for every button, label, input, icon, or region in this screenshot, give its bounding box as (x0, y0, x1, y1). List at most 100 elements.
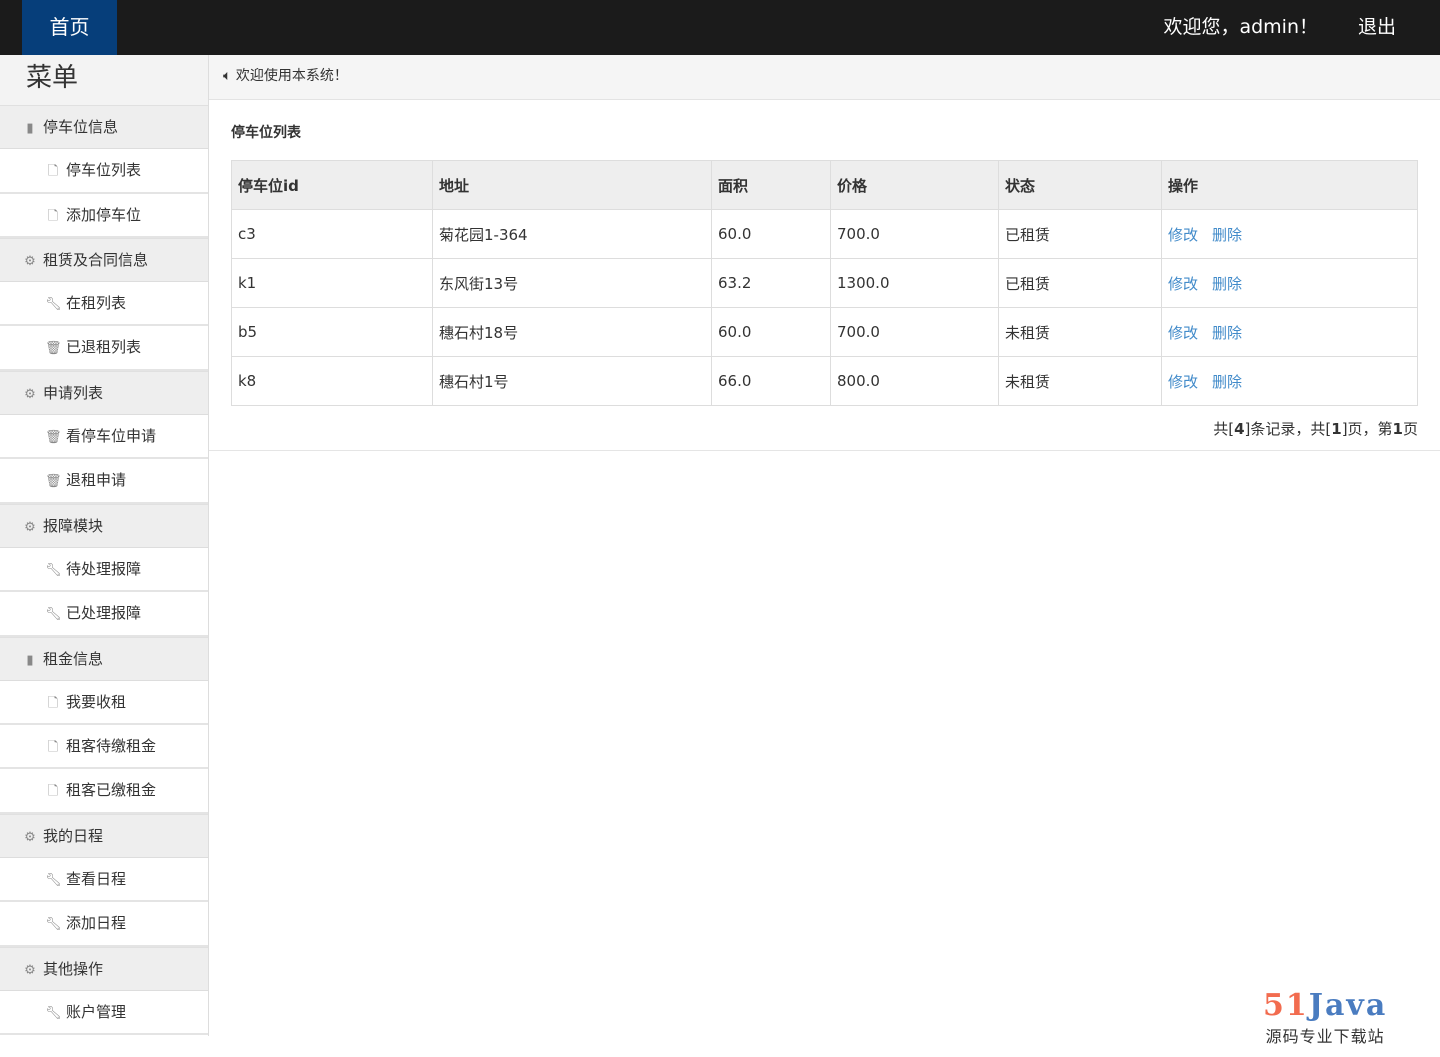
sidebar-group[interactable]: ⚙ 租赁及合同信息 (0, 237, 208, 283)
table-cell: 已租赁 (998, 209, 1162, 259)
sidebar-item[interactable]: 🔧︎ 已处理报障 (0, 592, 208, 637)
wrench-icon: 🔧︎ (45, 873, 62, 889)
sidebar-menu: 菜单 ▮ 停车位信息 🗋 停车位列表 🗋 添加停车位 ⚙ 租赁及合同信息 🔧︎ 在租列表 🗑︎ 已退租… (0, 55, 209, 1036)
top-navbar: 首页 欢迎您，admin！ 退出 (0, 0, 1440, 55)
total-pages: 1 (1331, 420, 1342, 438)
sidebar-group[interactable]: ⚙ 申请列表 (0, 370, 208, 416)
table-cell: 穗石村1号 (432, 356, 712, 406)
delete-link[interactable]: 删除 (1212, 323, 1243, 342)
gear-icon: ⚙ (24, 386, 36, 402)
table-cell: c3 (231, 209, 433, 259)
pager-text: ]页，第 (1341, 420, 1393, 438)
main-content: 停车位列表 停车位id 地址 面积 价格 状态 操作 c3 菊花园1-364 60.0 700.… (209, 100, 1440, 451)
sidebar-item[interactable]: 🔧︎ 待处理报障 (0, 547, 208, 593)
table-cell: k8 (231, 356, 433, 406)
sidebar-item-label: 退租申请 (66, 471, 127, 490)
speaker-icon: 🔈︎ (223, 68, 232, 84)
pager-text: 共[ (1213, 420, 1235, 438)
book-icon: ▮ (26, 121, 34, 136)
sidebar-item[interactable]: 🔧︎ 查看日程 (0, 858, 208, 903)
actions-cell: 修改 删除 (1161, 258, 1418, 308)
wrench-icon: 🔧︎ (45, 607, 62, 623)
sidebar-item-label: 我要收租 (66, 692, 127, 711)
sidebar-group[interactable]: ⚙ 其他操作 (0, 946, 208, 991)
home-nav-button[interactable]: 首页 (22, 0, 117, 55)
sidebar-item[interactable]: 🗑︎ 看停车位申请 (0, 415, 208, 460)
column-header: 停车位id (231, 160, 433, 210)
delete-link[interactable]: 删除 (1212, 225, 1243, 244)
gear-icon: ⚙ (24, 253, 36, 269)
notice-bar: 🔈︎ 欢迎使用本系统！ (209, 55, 1440, 100)
pager-text: ]条记录，共[ (1244, 420, 1332, 438)
pager-text: 页 (1402, 420, 1418, 438)
sidebar-item[interactable]: 🗋 租客待缴租金 (0, 725, 208, 770)
table-cell: 1300.0 (830, 258, 999, 308)
sidebar-item-label: 在租列表 (66, 294, 127, 313)
sidebar-item-label: 添加停车位 (66, 205, 142, 224)
trash-icon: 🗑︎ (45, 430, 62, 446)
column-header: 地址 (432, 160, 712, 210)
gear-icon: ⚙ (24, 962, 36, 978)
logout-link[interactable]: 退出 (1357, 16, 1396, 38)
sidebar-item[interactable]: 🗋 租客已缴租金 (0, 769, 208, 814)
sidebar-group[interactable]: ⚙ 报障模块 (0, 503, 208, 548)
sidebar-item[interactable]: 🔧︎ 在租列表 (0, 282, 208, 327)
file-icon: 🗋 (47, 208, 59, 224)
logo-subtitle: 源码专业下载站 (1265, 1027, 1385, 1046)
sidebar-item-label: 租客已缴租金 (66, 781, 157, 800)
sidebar-group-label: 报障模块 (43, 516, 104, 535)
table-row: c3 菊花园1-364 60.0 700.0 已租赁 修改 删除 (231, 209, 1418, 259)
sidebar-item-label: 看停车位申请 (66, 427, 157, 446)
table-cell: 700.0 (830, 307, 999, 357)
wrench-icon: 🔧︎ (45, 1005, 62, 1021)
wrench-icon: 🔧︎ (45, 297, 62, 313)
parking-table: 停车位id 地址 面积 价格 状态 操作 c3 菊花园1-364 60.0 700.0 已租赁 修改… (231, 160, 1418, 406)
delete-link[interactable]: 删除 (1212, 372, 1243, 391)
welcome-user-text: 欢迎您，admin！ (1163, 16, 1318, 38)
sidebar-item-label: 账户管理 (66, 1002, 127, 1021)
51java-logo: 51Java 源码专业下载站 (1263, 988, 1387, 1047)
table-row: k1 东风街13号 63.2 1300.0 已租赁 修改 删除 (231, 258, 1418, 308)
sidebar-item[interactable]: 🗋 添加停车位 (0, 193, 208, 238)
table-cell: k1 (231, 258, 433, 308)
edit-link[interactable]: 修改 (1168, 323, 1199, 342)
sidebar-item[interactable]: 🗑︎ 退租申请 (0, 459, 208, 504)
gear-icon: ⚙ (24, 829, 36, 845)
sidebar-item[interactable]: 🗑︎ 已退租列表 (0, 326, 208, 371)
sidebar-group[interactable]: ▮ 租金信息 (0, 636, 208, 681)
sidebar-group-label: 租赁及合同信息 (43, 250, 149, 269)
total-records: 4 (1234, 420, 1245, 438)
table-cell: 60.0 (711, 209, 831, 259)
logo-number: 51 (1263, 988, 1309, 1023)
file-icon: 🗋 (47, 740, 59, 756)
sidebar-item[interactable]: 🗋 停车位列表 (0, 149, 208, 194)
edit-link[interactable]: 修改 (1168, 372, 1199, 391)
table-cell: 东风街13号 (432, 258, 712, 308)
table-cell: 800.0 (830, 356, 999, 406)
sidebar-item-label: 停车位列表 (66, 161, 142, 180)
sidebar-group-label: 其他操作 (43, 959, 104, 978)
table-cell: 未租赁 (998, 307, 1162, 357)
edit-link[interactable]: 修改 (1168, 225, 1199, 244)
sidebar-group-label: 申请列表 (43, 383, 104, 402)
table-cell: 穗石村18号 (432, 307, 712, 357)
wrench-icon: 🔧︎ (45, 562, 62, 578)
sidebar-item[interactable]: 🔧︎ 账户管理 (0, 990, 208, 1036)
sidebar-group[interactable]: ⚙ 我的日程 (0, 813, 208, 859)
sidebar-item[interactable]: 🔧︎ 添加日程 (0, 902, 208, 947)
edit-link[interactable]: 修改 (1168, 274, 1199, 293)
sidebar-group[interactable]: ▮ 停车位信息 (0, 105, 208, 150)
table-cell: 菊花园1-364 (432, 209, 712, 259)
actions-cell: 修改 删除 (1161, 307, 1418, 357)
current-page: 1 (1392, 420, 1403, 438)
file-icon: 🗋 (47, 695, 59, 711)
table-cell: b5 (231, 307, 433, 357)
wrench-icon: 🔧︎ (45, 917, 62, 933)
table-cell: 700.0 (830, 209, 999, 259)
sidebar-item[interactable]: 🗋 我要收租 (0, 680, 208, 726)
sidebar-item-label: 租客待缴租金 (66, 737, 157, 756)
sidebar-item-label: 已处理报障 (66, 604, 142, 623)
sidebar-item-label: 待处理报障 (66, 559, 142, 578)
sidebar-group-label: 停车位信息 (43, 118, 119, 136)
delete-link[interactable]: 删除 (1212, 274, 1243, 293)
